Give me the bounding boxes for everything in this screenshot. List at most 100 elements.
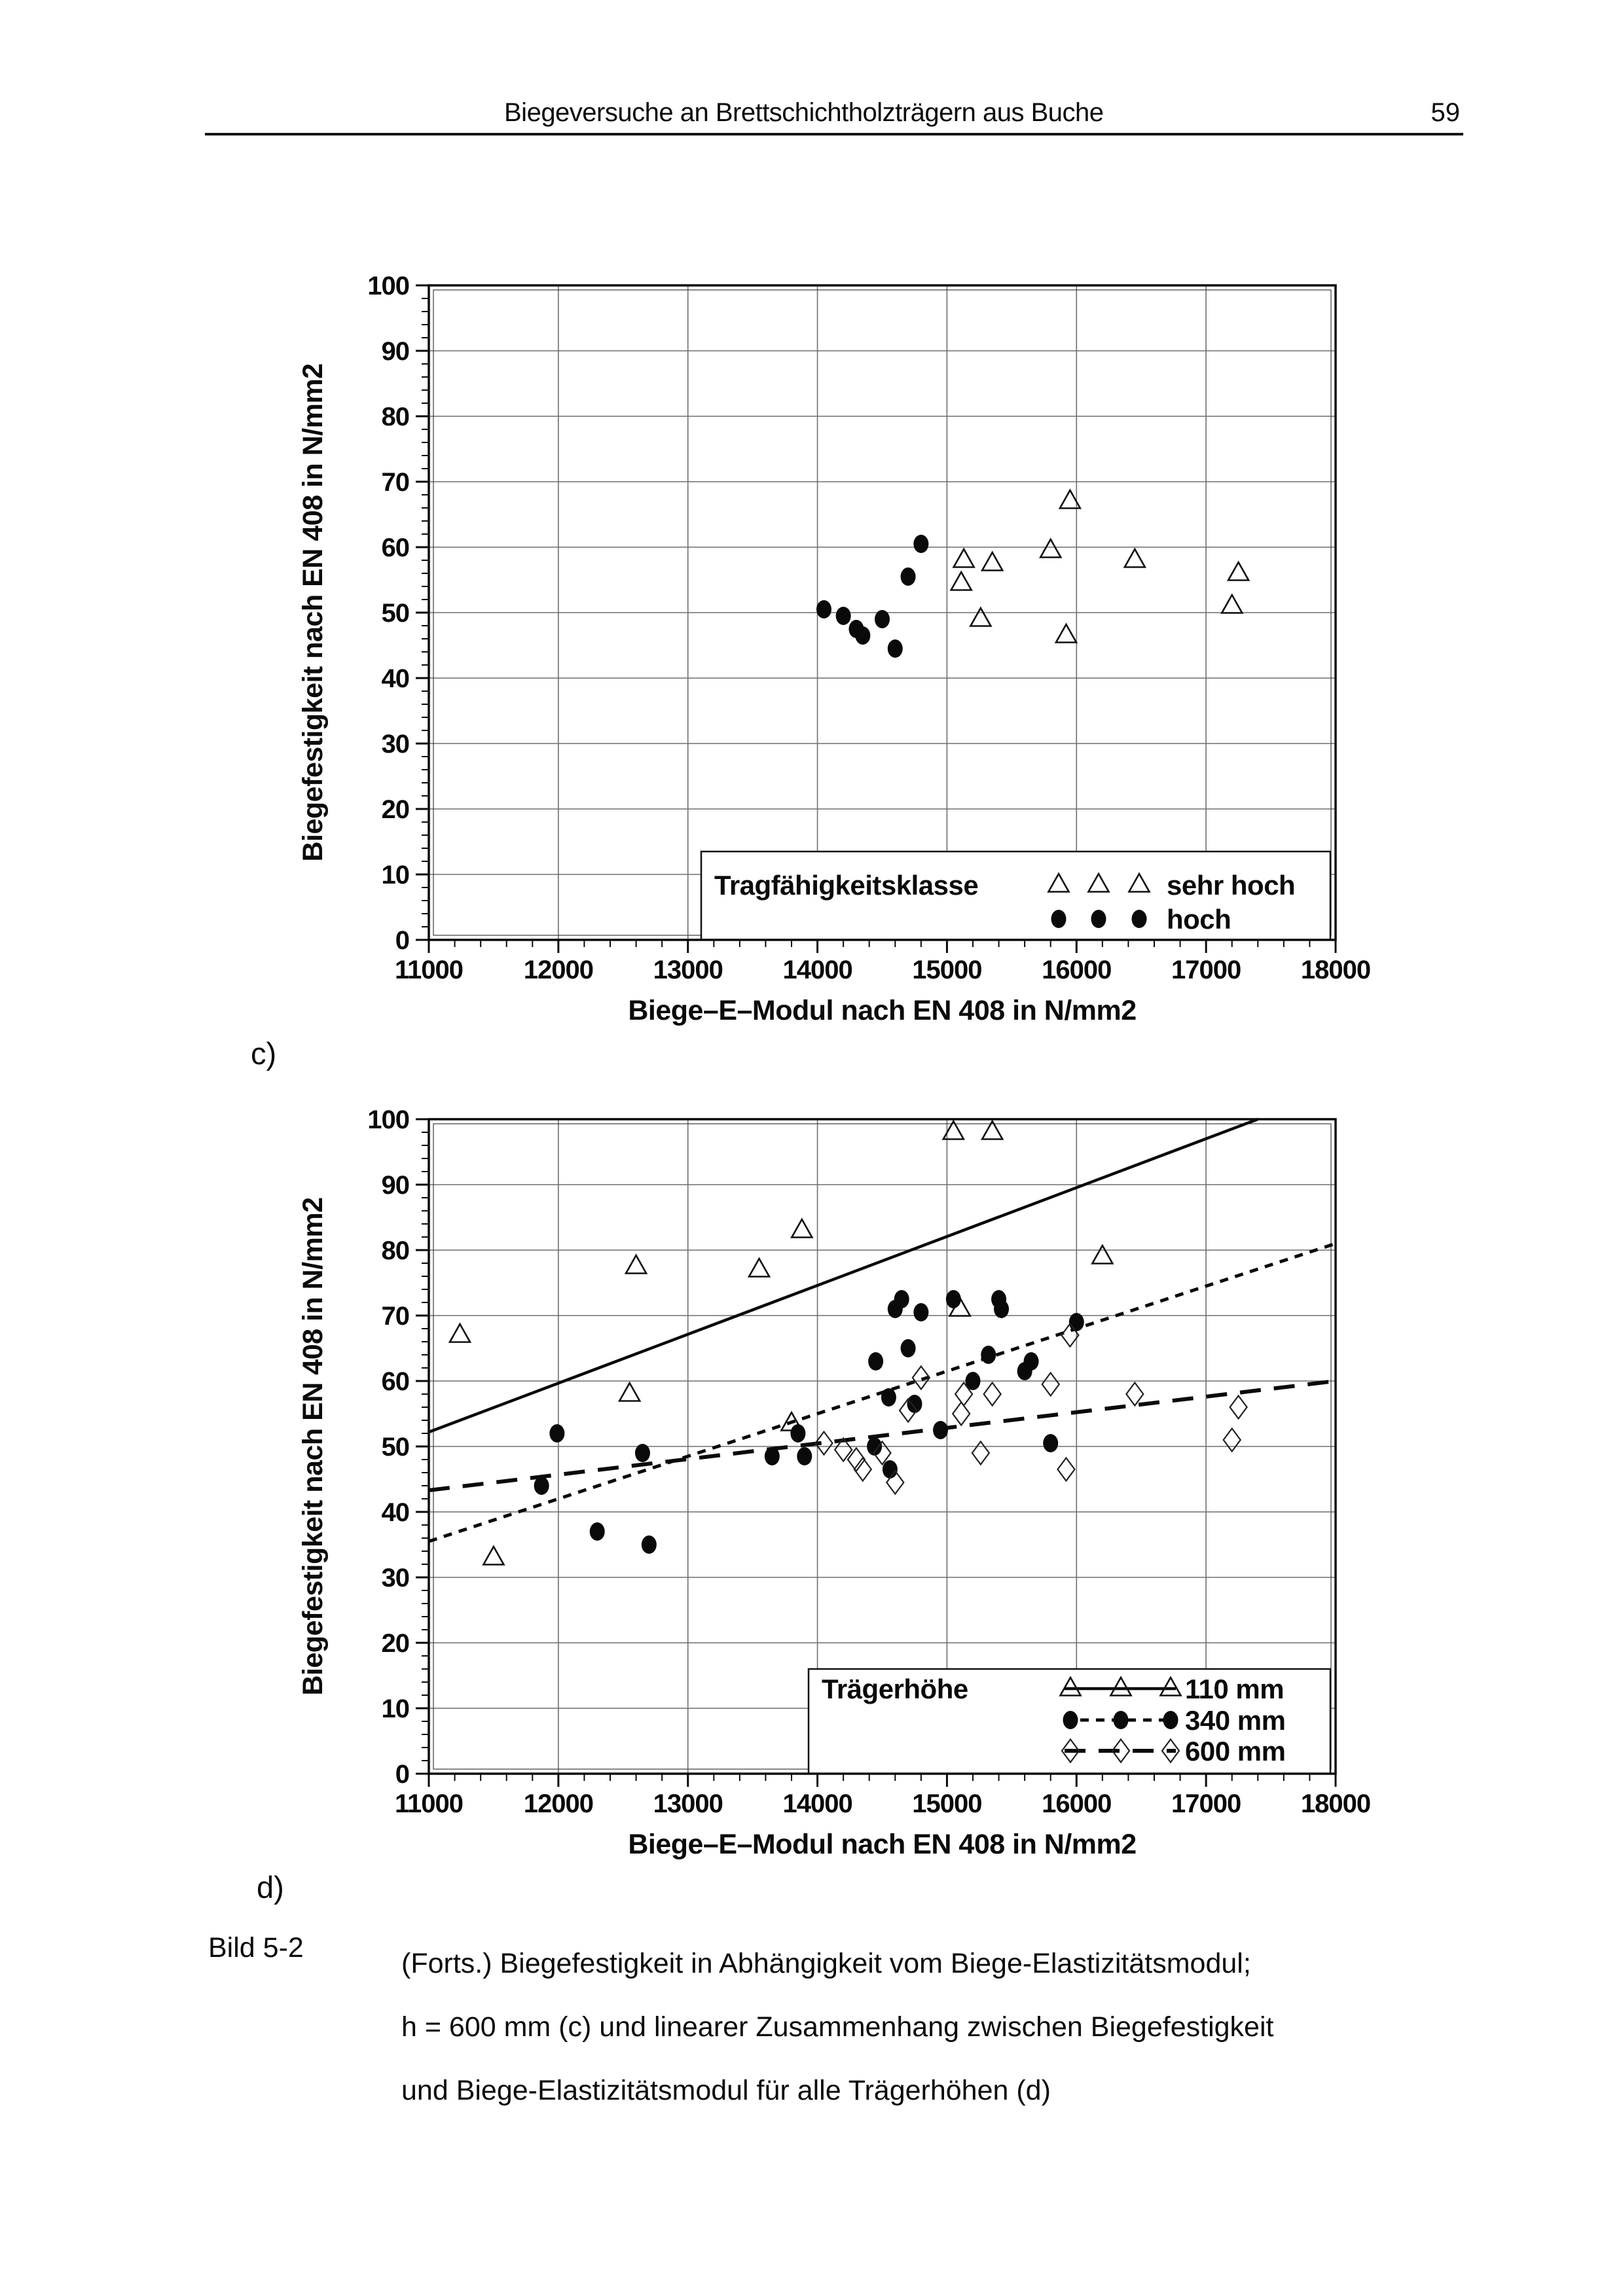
diamond-open-marker	[1222, 1427, 1242, 1453]
x-tick-label: 12000	[524, 956, 593, 984]
y-tick-label: 60	[382, 1367, 410, 1396]
page-number: 59	[1431, 98, 1461, 127]
triangle-open-marker	[1123, 547, 1147, 568]
circle-filled-marker	[1163, 1711, 1178, 1729]
y-axis-title: Biegefestigkeit nach EN 408 in N/mm2	[297, 363, 329, 861]
y-tick-label: 0	[395, 926, 409, 955]
circle-filled-marker	[1051, 910, 1067, 928]
x-tick-label: 18000	[1301, 956, 1370, 984]
x-tick-label: 13000	[653, 1789, 723, 1818]
triangle-open-marker	[1220, 593, 1244, 614]
circle-filled-marker	[907, 1395, 922, 1413]
circle-filled-marker	[549, 1424, 565, 1443]
y-tick-label: 50	[382, 1433, 410, 1462]
series-hoch	[816, 535, 929, 658]
circle-filled-marker	[913, 535, 929, 553]
circle-filled-marker	[994, 1300, 1010, 1318]
figure-caption-number: Bild 5-2	[208, 1932, 304, 1964]
circle-filled-marker	[816, 600, 831, 619]
y-tick-label: 0	[395, 1760, 409, 1789]
x-tick-label: 14000	[782, 1789, 852, 1818]
diamond-open-marker	[1229, 1394, 1248, 1420]
triangle-open-marker	[1047, 872, 1070, 893]
diamond-open-marker	[983, 1381, 1002, 1407]
legend-entry-label: 600 mm	[1185, 1736, 1285, 1767]
axis-ticks	[416, 284, 1337, 953]
y-tick-label: 30	[382, 1564, 410, 1592]
triangle-open-marker	[747, 1257, 771, 1278]
x-tick-label: 11000	[395, 1789, 463, 1818]
caption-line-1: (Forts.) Biegefestigkeit in Abhängigkeit…	[401, 1948, 1251, 1979]
trend-line-600mm	[428, 1379, 1336, 1492]
triangle-open-marker	[1038, 537, 1063, 558]
circle-filled-marker	[900, 1339, 916, 1357]
series-sehrhoch	[949, 488, 1250, 643]
y-tick-label: 30	[382, 730, 410, 759]
circle-filled-marker	[882, 1460, 898, 1479]
triangle-open-marker	[617, 1381, 642, 1402]
legend-entry-label: 110 mm	[1185, 1674, 1284, 1704]
diamond-open-marker	[898, 1397, 918, 1424]
y-tick-label: 70	[382, 1302, 410, 1331]
y-axis-title: Biegefestigkeit nach EN 408 in N/mm2	[297, 1197, 329, 1695]
circle-filled-marker	[965, 1372, 981, 1390]
axis-ticks	[416, 1118, 1337, 1787]
diamond-open-marker	[833, 1437, 853, 1463]
triangle-open-marker	[1054, 622, 1078, 643]
chart-d-label: d)	[257, 1870, 284, 1905]
legend-entry-label: 340 mm	[1185, 1705, 1285, 1736]
diamond-open-marker	[853, 1456, 873, 1482]
triangle-open-marker	[969, 606, 993, 627]
diamond-open-marker	[814, 1430, 833, 1456]
circle-filled-marker	[764, 1447, 780, 1465]
trend-line-340mm	[428, 1242, 1336, 1543]
circle-filled-marker	[634, 1444, 650, 1462]
x-tick-label: 15000	[912, 956, 981, 984]
trend-line-110mm	[428, 1117, 1259, 1434]
y-tick-label: 40	[382, 1498, 410, 1527]
diamond-open-marker	[1161, 1738, 1180, 1764]
circle-filled-marker	[981, 1346, 996, 1364]
diamond-open-marker	[873, 1440, 892, 1466]
series-110mm	[448, 1119, 1114, 1566]
circle-filled-marker	[945, 1290, 961, 1308]
circle-filled-marker	[868, 1352, 884, 1371]
legend-title: Tragfähigkeitsklasse	[714, 870, 978, 901]
circle-filled-marker	[867, 1437, 883, 1456]
triangle-open-marker	[1059, 1676, 1082, 1696]
diamond-open-marker	[911, 1365, 931, 1391]
circle-filled-marker	[1091, 910, 1106, 928]
triangle-open-marker	[790, 1217, 814, 1238]
legend-title: Trägerhöhe	[822, 1674, 968, 1704]
circle-filled-marker	[641, 1535, 657, 1554]
diamond-open-marker	[1061, 1738, 1080, 1764]
circle-filled-marker	[1023, 1352, 1039, 1371]
y-tick-label: 80	[382, 1236, 410, 1265]
triangle-open-marker	[448, 1322, 472, 1343]
diamond-open-marker	[1057, 1456, 1076, 1482]
circle-filled-marker	[835, 607, 851, 625]
diamond-open-marker	[885, 1469, 905, 1496]
x-tick-label: 13000	[653, 956, 723, 984]
triangle-open-marker	[482, 1545, 505, 1566]
circle-filled-marker	[875, 610, 890, 628]
circle-filled-marker	[1068, 1313, 1084, 1331]
circle-filled-marker	[589, 1522, 605, 1541]
triangle-open-marker	[952, 547, 976, 568]
triangle-open-marker	[1226, 560, 1250, 581]
caption-line-2: h = 600 mm (c) und linearer Zusammenhang…	[401, 2011, 1274, 2043]
legend-box	[700, 850, 1332, 941]
y-tick-label: 50	[382, 599, 410, 628]
caption-line-3: und Biege-Elastizitätsmodul für alle Trä…	[401, 2075, 1051, 2106]
triangle-open-marker	[1159, 1676, 1182, 1696]
y-tick-label: 80	[382, 403, 410, 431]
diamond-open-marker	[1061, 1322, 1080, 1348]
diamond-open-marker	[951, 1401, 971, 1427]
circle-filled-marker	[900, 567, 916, 586]
gridlines	[429, 1119, 1336, 1774]
